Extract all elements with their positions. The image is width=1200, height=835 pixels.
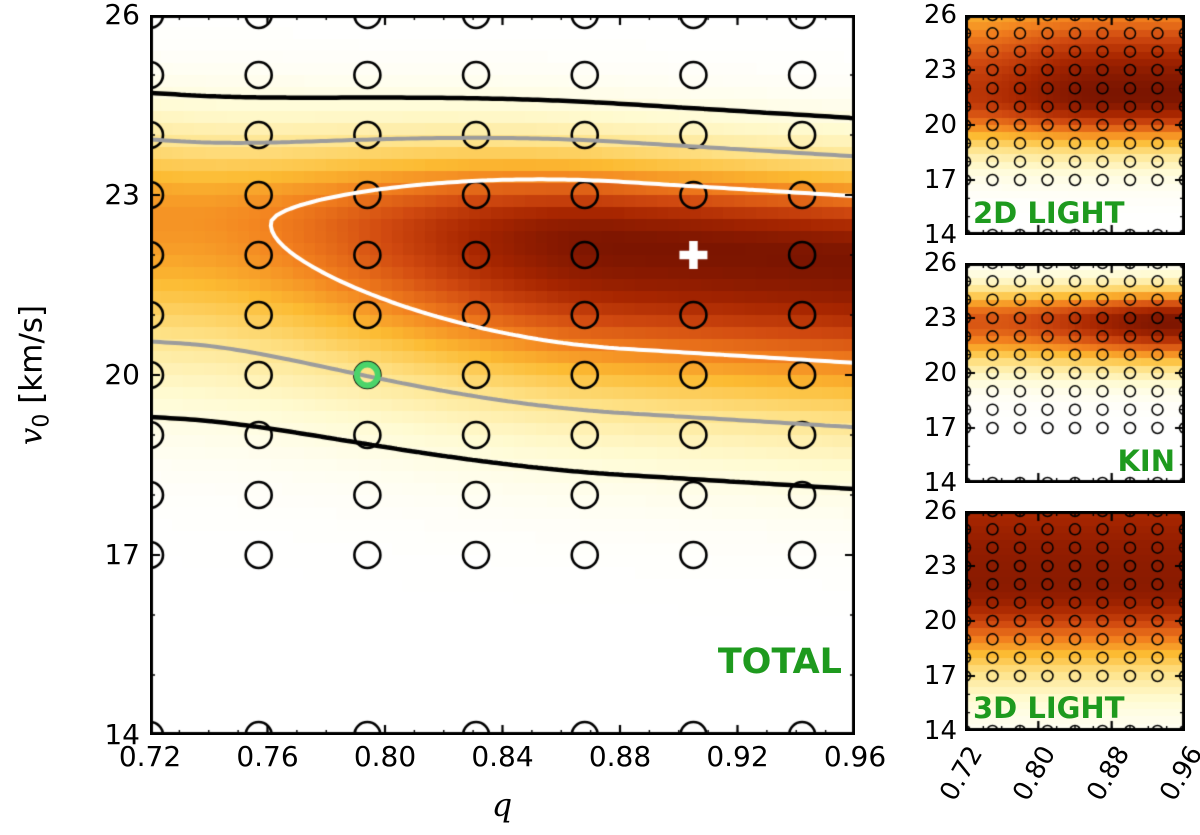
- y-tick-label-kin: 26: [923, 248, 957, 278]
- y-tick-label-kin: 23: [923, 303, 957, 333]
- x-tick-label-main: 0.80: [353, 740, 417, 773]
- 3d-light-panel-label: 3D LIGHT: [973, 691, 1125, 725]
- x-tick-label-rotated: 0.88: [1080, 741, 1136, 807]
- y-tick-label-light2d: 26: [923, 0, 957, 30]
- y-tick-label-main: 23: [104, 178, 140, 211]
- x-tick-label-rotated: 0.72: [934, 741, 990, 807]
- x-tick-label-main: 0.92: [706, 740, 769, 773]
- y-tick-label-light3d: 26: [923, 496, 957, 526]
- y-tick-label-light3d: 14: [923, 716, 957, 746]
- x-axis-label: q: [491, 786, 513, 824]
- x-tick-label-main: 0.72: [118, 740, 182, 773]
- 2d-light-panel-label: 2D LIGHT: [973, 196, 1125, 230]
- x-tick-label-main: 0.96: [823, 740, 887, 773]
- y-tick-label-light2d: 20: [923, 110, 957, 140]
- x-tick-label-rotated: 0.80: [1007, 741, 1063, 807]
- y-axis-label: v0 [km/s]: [13, 305, 54, 445]
- y-tick-label-light2d: 14: [923, 220, 957, 250]
- y-tick-label-light3d: 17: [923, 661, 957, 691]
- y-tick-label-kin: 14: [923, 468, 957, 498]
- y-axis-variable: v: [13, 427, 50, 446]
- x-tick-label-main: 0.76: [236, 740, 299, 773]
- total-panel-label: TOTAL: [717, 642, 842, 682]
- x-tick-label-main: 0.84: [471, 740, 534, 773]
- x-tick-label-rotated: 0.96: [1154, 741, 1200, 807]
- y-tick-label-light3d: 23: [923, 551, 957, 581]
- y-tick-label-kin: 20: [923, 358, 957, 388]
- y-tick-label-main: 20: [104, 358, 140, 391]
- y-tick-label-light3d: 20: [923, 606, 957, 636]
- total-panel-canvas: [150, 15, 855, 735]
- kin-panel-label: KIN: [1117, 444, 1175, 478]
- y-tick-label-light2d: 17: [923, 165, 957, 195]
- y-tick-label-main: 17: [104, 538, 140, 571]
- x-tick-label-main: 0.88: [588, 740, 652, 773]
- kin-panel-canvas: [965, 263, 1185, 483]
- y-axis-subscript: 0: [29, 413, 55, 428]
- y-tick-label-main: 26: [104, 0, 140, 31]
- 2d-light-panel-canvas: [965, 15, 1185, 235]
- y-axis-unit: [km/s]: [13, 304, 50, 414]
- 3d-light-panel-canvas: [965, 511, 1185, 731]
- y-tick-label-main: 14: [104, 718, 140, 751]
- y-tick-label-light2d: 23: [923, 55, 957, 85]
- y-tick-label-kin: 17: [923, 413, 957, 443]
